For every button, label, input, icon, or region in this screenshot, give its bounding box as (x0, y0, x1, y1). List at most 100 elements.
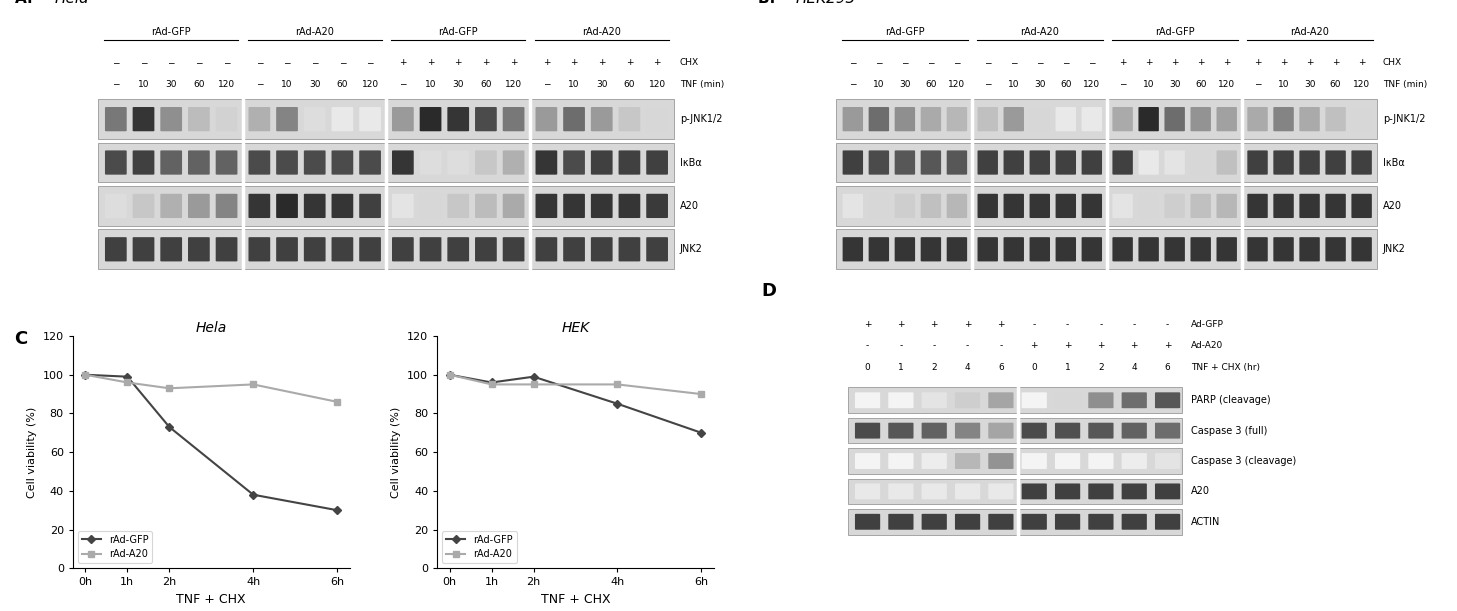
Text: 6: 6 (1164, 363, 1170, 372)
FancyBboxPatch shape (305, 107, 325, 131)
Text: −: − (310, 58, 319, 67)
FancyBboxPatch shape (868, 194, 889, 218)
FancyBboxPatch shape (836, 230, 1377, 269)
Text: 1: 1 (1065, 363, 1071, 372)
Text: 30: 30 (899, 79, 911, 89)
FancyBboxPatch shape (895, 194, 915, 218)
FancyBboxPatch shape (160, 237, 182, 262)
FancyBboxPatch shape (277, 237, 297, 262)
Y-axis label: Cell viability (%): Cell viability (%) (28, 406, 36, 498)
FancyBboxPatch shape (188, 194, 210, 218)
FancyBboxPatch shape (855, 423, 880, 439)
Text: CHX: CHX (679, 58, 699, 67)
Text: +: + (1164, 342, 1171, 350)
FancyBboxPatch shape (133, 150, 154, 175)
FancyBboxPatch shape (332, 107, 353, 131)
Text: 2: 2 (1099, 363, 1104, 372)
Text: 60: 60 (481, 79, 491, 89)
FancyBboxPatch shape (305, 237, 325, 262)
Text: -: - (966, 342, 969, 350)
FancyBboxPatch shape (647, 237, 667, 262)
Text: TNF (min): TNF (min) (1383, 79, 1426, 89)
FancyBboxPatch shape (1112, 237, 1134, 262)
FancyBboxPatch shape (392, 150, 414, 175)
Text: −: − (223, 58, 230, 67)
FancyBboxPatch shape (921, 194, 941, 218)
Text: p-JNK1/2: p-JNK1/2 (1383, 114, 1425, 124)
FancyBboxPatch shape (647, 150, 667, 175)
Text: 0: 0 (1032, 363, 1037, 372)
Text: +: + (625, 58, 634, 67)
FancyBboxPatch shape (160, 194, 182, 218)
Text: 30: 30 (1034, 79, 1046, 89)
FancyBboxPatch shape (564, 237, 584, 262)
Text: 120: 120 (1354, 79, 1370, 89)
Text: A20: A20 (1190, 486, 1209, 496)
Legend: rAd-GFP, rAd-A20: rAd-GFP, rAd-A20 (441, 531, 517, 563)
X-axis label: TNF + CHX: TNF + CHX (176, 593, 246, 606)
FancyBboxPatch shape (947, 194, 967, 218)
Text: rAd-GFP: rAd-GFP (439, 27, 478, 37)
FancyBboxPatch shape (1155, 453, 1180, 469)
FancyBboxPatch shape (420, 194, 441, 218)
FancyBboxPatch shape (160, 150, 182, 175)
FancyBboxPatch shape (954, 483, 981, 499)
Text: C: C (15, 330, 28, 348)
FancyBboxPatch shape (1122, 453, 1147, 469)
Text: −: − (542, 79, 551, 89)
Text: 1: 1 (898, 363, 903, 372)
FancyBboxPatch shape (922, 423, 947, 439)
Text: +: + (653, 58, 661, 67)
Text: CHX: CHX (1383, 58, 1402, 67)
FancyBboxPatch shape (360, 150, 380, 175)
Text: 10: 10 (425, 79, 436, 89)
FancyBboxPatch shape (1030, 237, 1050, 262)
FancyBboxPatch shape (1190, 107, 1211, 131)
FancyBboxPatch shape (1164, 194, 1185, 218)
Text: −: − (1010, 58, 1017, 67)
FancyBboxPatch shape (360, 107, 380, 131)
FancyBboxPatch shape (988, 483, 1014, 499)
Text: IκBα: IκBα (1383, 158, 1405, 167)
FancyBboxPatch shape (392, 107, 414, 131)
FancyBboxPatch shape (1155, 392, 1180, 408)
Text: −: − (168, 58, 175, 67)
Text: 30: 30 (309, 79, 321, 89)
Text: −: − (1119, 79, 1126, 89)
Text: 30: 30 (596, 79, 608, 89)
Text: −: − (1088, 58, 1096, 67)
FancyBboxPatch shape (1122, 392, 1147, 408)
FancyBboxPatch shape (947, 107, 967, 131)
Text: +: + (1254, 58, 1262, 67)
FancyBboxPatch shape (1352, 237, 1372, 262)
Text: -: - (899, 342, 902, 350)
FancyBboxPatch shape (868, 107, 889, 131)
FancyBboxPatch shape (848, 509, 1182, 535)
Title: Hela: Hela (195, 321, 227, 335)
FancyBboxPatch shape (216, 150, 237, 175)
rAd-A20 (525, 381, 542, 388)
rAd-A20 (118, 379, 136, 386)
FancyBboxPatch shape (1352, 194, 1372, 218)
FancyBboxPatch shape (1021, 514, 1046, 530)
Text: −: − (849, 79, 857, 89)
Line: rAd-GFP: rAd-GFP (447, 372, 704, 436)
FancyBboxPatch shape (1030, 194, 1050, 218)
Text: +: + (1064, 342, 1071, 350)
Text: +: + (570, 58, 578, 67)
FancyBboxPatch shape (1273, 107, 1294, 131)
FancyBboxPatch shape (1217, 237, 1237, 262)
Text: 120: 120 (219, 79, 235, 89)
Text: −: − (983, 79, 991, 89)
Text: 120: 120 (648, 79, 666, 89)
FancyBboxPatch shape (1112, 107, 1134, 131)
FancyBboxPatch shape (848, 387, 1182, 413)
Text: ACTIN: ACTIN (1190, 517, 1220, 527)
FancyBboxPatch shape (895, 150, 915, 175)
Text: −: − (112, 58, 119, 67)
Text: 30: 30 (453, 79, 463, 89)
FancyBboxPatch shape (1088, 453, 1113, 469)
FancyBboxPatch shape (1217, 150, 1237, 175)
FancyBboxPatch shape (868, 237, 889, 262)
FancyBboxPatch shape (954, 453, 981, 469)
